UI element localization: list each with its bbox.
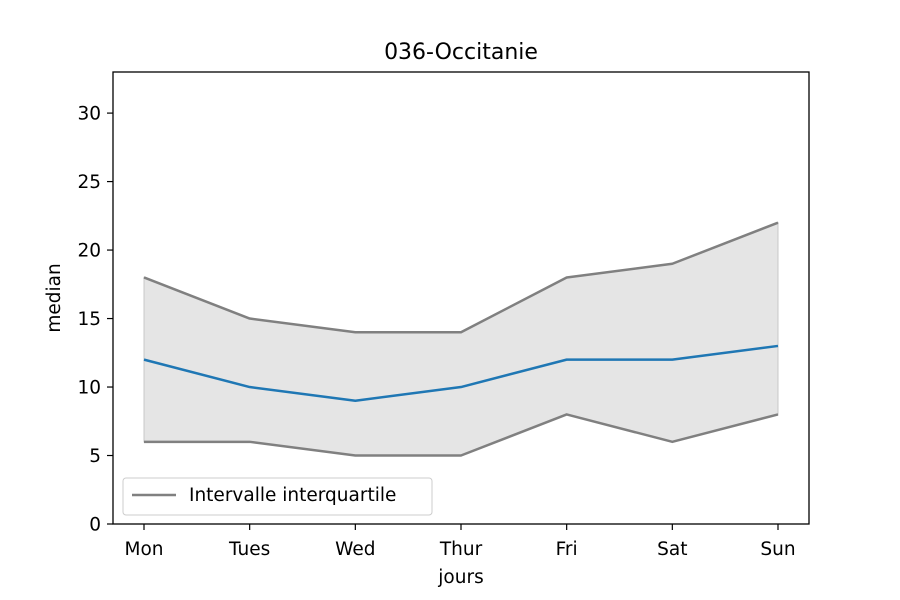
chart-title: 036-Occitanie <box>384 40 538 65</box>
plot-frame <box>112 71 810 525</box>
y-tick-label: 20 <box>77 241 101 262</box>
y-tick-label: 5 <box>89 446 101 467</box>
median-line <box>143 344 779 402</box>
x-tick-label: Sat <box>657 539 687 560</box>
x-axis: Mon Tues Wed Thur Fri Sat Sun <box>124 524 796 560</box>
legend: Intervalle interquartile <box>122 477 433 516</box>
q3-line <box>143 221 779 334</box>
x-axis-label: jours <box>437 567 483 588</box>
legend-box <box>122 477 433 516</box>
y-tick-label: 30 <box>77 104 101 125</box>
x-tick-label: Mon <box>124 539 163 560</box>
y-axis-label: median <box>44 263 65 332</box>
y-tick-label: 0 <box>89 515 101 536</box>
x-tick-label: Sun <box>760 539 795 560</box>
x-tick-label: Fri <box>556 539 578 560</box>
y-tick-label: 15 <box>77 309 101 330</box>
legend-label-interquartile: Intervalle interquartile <box>189 485 396 506</box>
q1-line <box>144 413 779 457</box>
y-axis: 0 5 10 15 20 25 30 <box>77 104 113 536</box>
y-tick-label: 25 <box>77 172 101 193</box>
x-tick-label: Wed <box>335 539 375 560</box>
x-tick-label: Thur <box>439 539 483 560</box>
interquartile-band <box>143 221 779 457</box>
x-tick-label: Tues <box>228 539 270 560</box>
y-tick-label: 10 <box>77 378 101 399</box>
plot-area <box>143 221 779 457</box>
